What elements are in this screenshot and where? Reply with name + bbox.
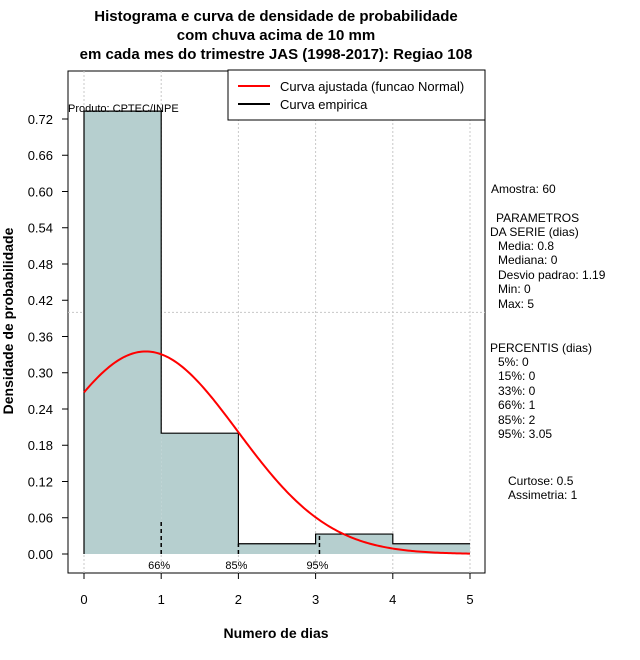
histogram-bar-3 — [315, 534, 393, 554]
x-tick-label-5: 5 — [466, 592, 473, 607]
stats-percentil-66: 66%: 1 — [498, 398, 536, 412]
histogram-bar-1 — [161, 433, 239, 554]
histogram-bar-2 — [238, 543, 316, 554]
x-tick-label-1: 1 — [158, 592, 165, 607]
stats-percentil-85: 85%: 2 — [498, 413, 536, 427]
y-tick-label-0: 0.00 — [28, 547, 53, 562]
legend-box — [227, 69, 486, 121]
y-tick-label-11: 0.66 — [28, 148, 53, 163]
normal-fit-curve — [83, 350, 471, 555]
stats-sample: Amostra: 60 — [491, 182, 556, 196]
y-tick-label-5: 0.30 — [28, 366, 53, 381]
stats-panel: Amostra: 60 PARAMETROS DA SERIE (dias) M… — [490, 182, 606, 502]
legend-label-empirical: Curva empirica — [280, 97, 368, 112]
y-tick-label-6: 0.36 — [28, 329, 53, 344]
histogram-bars — [84, 111, 470, 555]
y-tick-label-12: 0.72 — [28, 112, 53, 127]
stats-param-mediana: Mediana: 0 — [498, 253, 558, 267]
histogram-bar-0 — [84, 111, 162, 555]
stats-percentil-95: 95%: 3.05 — [498, 427, 552, 441]
legend-label-normal: Curva ajustada (funcao Normal) — [280, 79, 464, 94]
x-tick-label-0: 0 — [80, 592, 87, 607]
stats-percentil-33: 33%: 0 — [498, 384, 536, 398]
stats-percentis-header: PERCENTIS (dias) — [490, 341, 592, 355]
empirical-step-line — [83, 110, 470, 554]
y-tick-label-4: 0.24 — [28, 402, 53, 417]
x-axis: 0 1 2 3 4 5 — [80, 573, 474, 607]
stats-param-desvio: Desvio padrao: 1.19 — [498, 268, 606, 282]
y-tick-label-9: 0.54 — [28, 221, 53, 236]
legend: Curva ajustada (funcao Normal) Curva emp… — [227, 69, 486, 121]
histogram-bar-4 — [392, 543, 470, 554]
chart-title-line-3: em cada mes do trimestre JAS (1998-2017)… — [80, 46, 473, 63]
y-tick-label-1: 0.06 — [28, 511, 53, 526]
stats-assimetria: Assimetria: 1 — [508, 488, 578, 502]
stats-param-max: Max: 5 — [498, 297, 534, 311]
y-axis: 0.00 0.06 0.12 0.18 0.24 0.30 0.36 0.42 0.48 0.54… — [28, 112, 68, 562]
stats-params-header-2: DA SERIE (dias) — [490, 225, 579, 239]
percentile-label-1: 85% — [225, 560, 247, 572]
empirical-curve — [83, 110, 470, 554]
y-tick-label-8: 0.48 — [28, 257, 53, 272]
x-tick-label-4: 4 — [389, 592, 396, 607]
chart-title-line-2: com chuva acima de 10 mm — [177, 27, 375, 44]
x-axis-title: Numero de dias — [223, 625, 328, 641]
percentile-markers: 66% 85% 95% — [148, 520, 329, 572]
percentile-label-2: 95% — [306, 560, 328, 572]
stats-percentil-15: 15%: 0 — [498, 369, 536, 383]
x-tick-label-2: 2 — [235, 592, 242, 607]
stats-curtose: Curtose: 0.5 — [508, 474, 574, 488]
percentile-label-0: 66% — [148, 560, 170, 572]
y-axis-title: Densidade de probabilidade — [0, 227, 16, 414]
chart-title-line-1: Histograma e curva de densidade de proba… — [94, 8, 457, 25]
x-tick-label-3: 3 — [312, 592, 319, 607]
stats-param-min: Min: 0 — [498, 282, 531, 296]
y-tick-label-3: 0.18 — [28, 438, 53, 453]
stats-percentil-5: 5%: 0 — [498, 355, 529, 369]
credit-label: Produto: CPTEC/INPE — [68, 103, 179, 115]
y-tick-label-2: 0.12 — [28, 474, 53, 489]
y-tick-label-7: 0.42 — [28, 293, 53, 308]
stats-param-media: Media: 0.8 — [498, 239, 554, 253]
y-tick-label-10: 0.60 — [28, 184, 53, 199]
stats-params-header-1: PARAMETROS — [496, 211, 579, 225]
normal-fit-line — [83, 350, 471, 555]
